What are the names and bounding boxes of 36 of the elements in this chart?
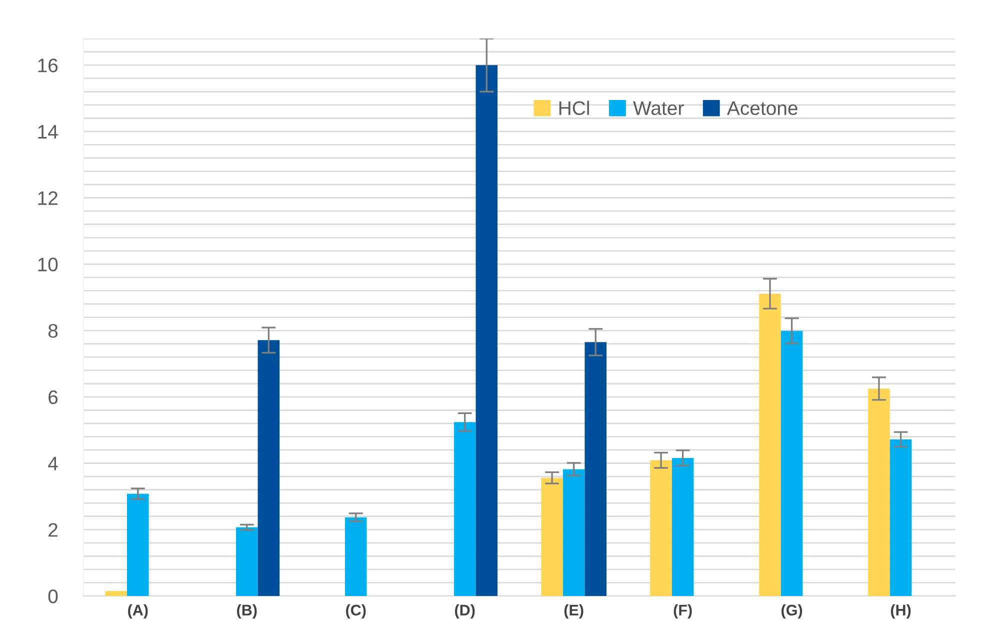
legend-label: Water [633, 101, 684, 116]
x-tick-label: (C) [346, 604, 366, 619]
bar [127, 494, 149, 596]
x-tick-label: (D) [455, 604, 475, 619]
x-tick-label: (H) [890, 604, 911, 619]
x-tick-label: (A) [128, 604, 148, 619]
bar [454, 422, 476, 596]
legend-label: HCl [559, 100, 589, 116]
y-tick-label: 2 [48, 523, 58, 537]
bar [258, 340, 280, 596]
bar [868, 388, 890, 596]
bar [780, 330, 803, 596]
y-tick-label: 10 [38, 258, 58, 272]
bar [890, 439, 912, 596]
y-tick-label: 8 [48, 324, 58, 338]
y-tick-label: 14 [38, 125, 58, 138]
bar [476, 65, 498, 596]
x-tick-label: (E) [564, 604, 584, 619]
bar [650, 460, 672, 596]
y-tick-label: 4 [48, 456, 58, 470]
y-tick-label: 0 [48, 589, 58, 604]
bar [105, 591, 128, 596]
legend-label: Acetone [726, 101, 798, 116]
bar [672, 458, 694, 596]
bar [584, 342, 607, 596]
y-tick-label: 6 [48, 390, 58, 404]
bar [541, 478, 563, 596]
bar [562, 469, 585, 596]
y-tick-label: 16 [38, 58, 58, 72]
x-tick-label: (G) [782, 604, 802, 619]
y-tick-label: 12 [38, 191, 58, 205]
x-tick-label: (B) [237, 604, 257, 619]
bar [344, 517, 367, 596]
x-tick-label: (F) [674, 604, 692, 619]
bar [759, 294, 781, 596]
bar [236, 527, 258, 596]
